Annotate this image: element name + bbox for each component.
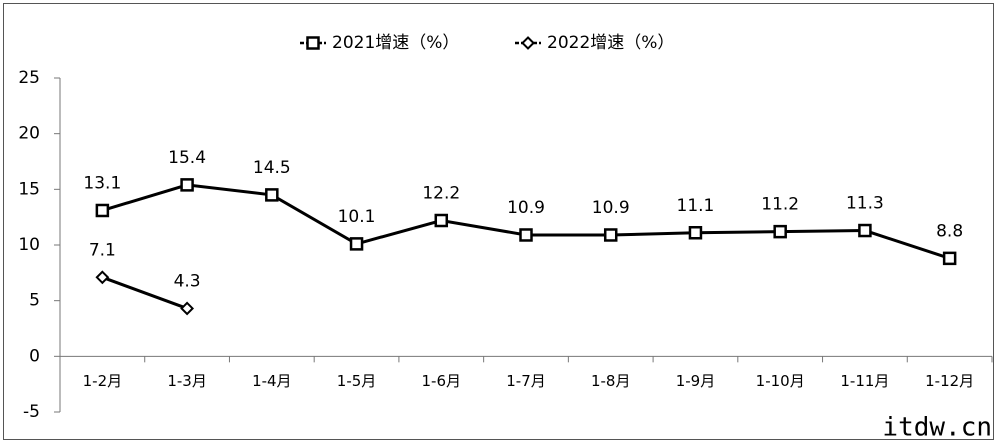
data-point xyxy=(434,213,449,228)
data-point xyxy=(265,188,279,202)
data-point xyxy=(858,223,872,238)
x-tick-label: 1-10月 xyxy=(756,372,805,390)
data-point xyxy=(349,237,364,251)
data-point xyxy=(180,301,195,316)
legend-label: 2021增速（%） xyxy=(332,33,459,53)
x-tick-label: 1-9月 xyxy=(676,372,716,390)
chart-frame xyxy=(3,3,994,440)
legend-marker xyxy=(521,36,535,50)
x-tick-label: 1-6月 xyxy=(422,372,462,390)
data-point xyxy=(180,178,194,192)
data-point xyxy=(773,224,787,239)
data-label: 14.5 xyxy=(253,158,291,178)
data-label: 7.1 xyxy=(89,240,116,260)
data-label: 13.1 xyxy=(83,173,121,193)
legend-label: 2022增速（%） xyxy=(547,33,674,53)
data-point xyxy=(603,228,618,242)
x-tick-label: 1-12月 xyxy=(925,372,974,390)
y-tick-label: 25 xyxy=(18,68,40,88)
data-point xyxy=(688,226,703,240)
x-tick-label: 1-3月 xyxy=(167,372,207,390)
data-label: 10.1 xyxy=(338,207,376,227)
series-line xyxy=(101,275,188,310)
data-label: 11.3 xyxy=(846,194,884,214)
series-line xyxy=(101,183,951,260)
data-point xyxy=(519,228,533,242)
data-label: 15.4 xyxy=(168,148,206,168)
y-tick-label: 20 xyxy=(18,124,40,144)
data-label: 11.2 xyxy=(761,195,799,215)
data-label: 10.9 xyxy=(507,198,545,218)
data-label: 4.3 xyxy=(174,271,201,291)
data-label: 12.2 xyxy=(422,184,460,204)
y-tick-label: -5 xyxy=(23,402,40,422)
x-tick-label: 1-7月 xyxy=(506,372,546,390)
data-label: 10.9 xyxy=(592,198,630,218)
y-tick-label: 10 xyxy=(18,235,40,255)
y-tick-label: 5 xyxy=(29,291,40,311)
watermark: itdw.cn xyxy=(882,413,992,443)
data-point xyxy=(95,203,110,218)
x-tick-label: 1-4月 xyxy=(252,372,292,390)
x-tick-label: 1-5月 xyxy=(337,372,377,390)
x-tick-label: 1-2月 xyxy=(83,372,123,390)
y-tick-label: 0 xyxy=(29,346,40,366)
data-label: 8.8 xyxy=(936,221,963,241)
x-tick-label: 1-11月 xyxy=(840,372,889,390)
data-point xyxy=(95,270,110,285)
legend-marker xyxy=(306,36,320,50)
y-tick-label: 15 xyxy=(18,179,40,199)
data-label: 11.1 xyxy=(677,196,715,216)
x-tick-label: 1-8月 xyxy=(591,372,631,390)
data-point xyxy=(942,251,957,266)
